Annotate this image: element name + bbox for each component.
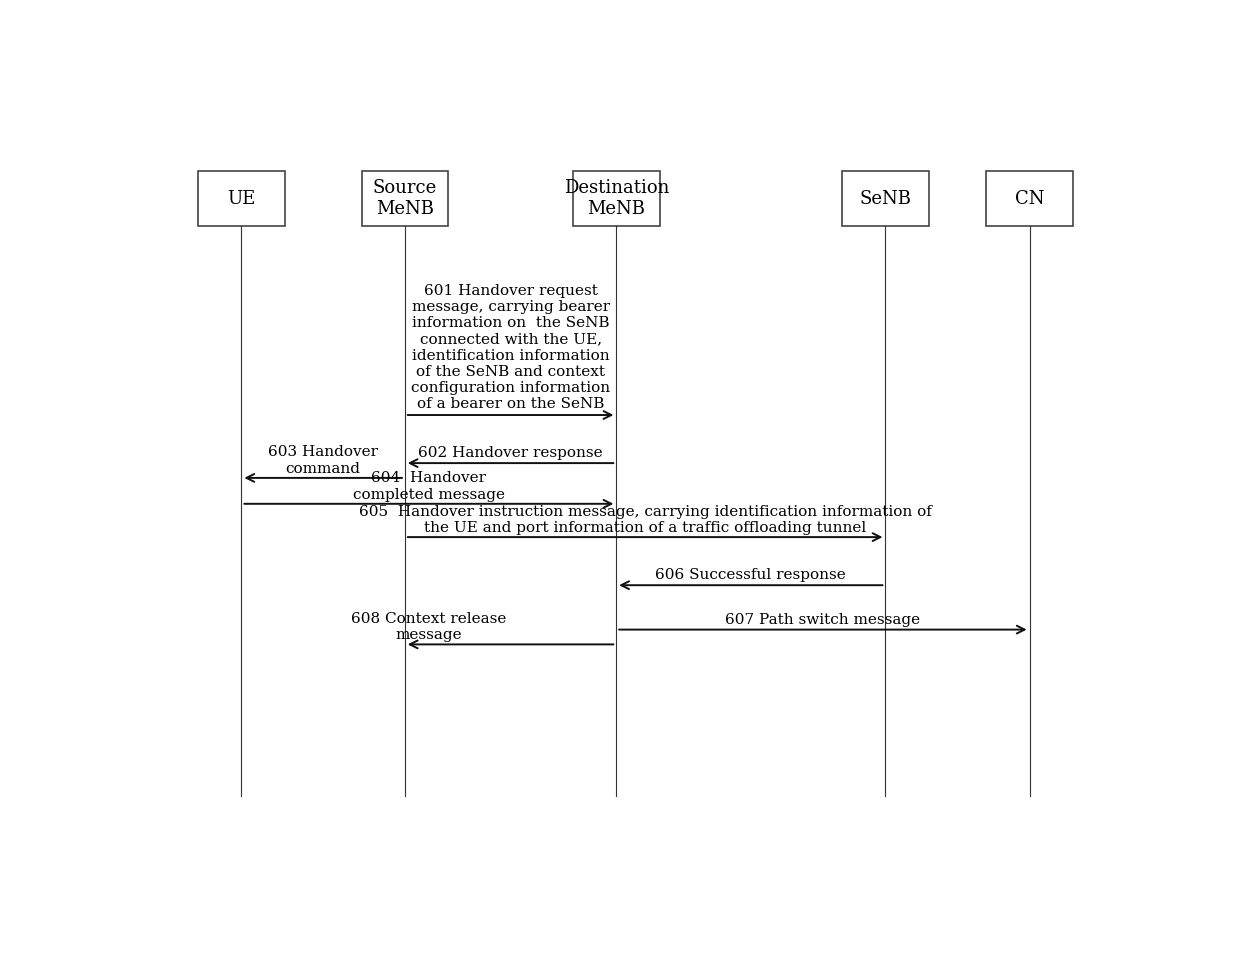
Text: 601 Handover request
message, carrying bearer
information on  the SeNB
connected: 601 Handover request message, carrying b…	[410, 283, 610, 411]
Text: 604  Handover
completed message: 604 Handover completed message	[353, 472, 505, 502]
Text: Source
MeNB: Source MeNB	[373, 179, 436, 218]
Text: 602 Handover response: 602 Handover response	[418, 446, 603, 460]
Text: CN: CN	[1014, 189, 1044, 208]
Text: 603 Handover
command: 603 Handover command	[268, 446, 378, 476]
Bar	[573, 171, 660, 226]
Text: 608 Context release
message: 608 Context release message	[351, 612, 507, 642]
Text: SeNB: SeNB	[859, 189, 911, 208]
Bar	[198, 171, 285, 226]
Text: UE: UE	[227, 189, 255, 208]
Text: 606 Successful response: 606 Successful response	[656, 568, 846, 582]
Bar	[362, 171, 448, 226]
Text: Destination
MeNB: Destination MeNB	[564, 179, 668, 218]
Text: 605  Handover instruction message, carrying identification information of
the UE: 605 Handover instruction message, carryi…	[358, 505, 931, 535]
Bar	[986, 171, 1073, 226]
Bar	[842, 171, 929, 226]
Text: 607 Path switch message: 607 Path switch message	[725, 613, 920, 627]
